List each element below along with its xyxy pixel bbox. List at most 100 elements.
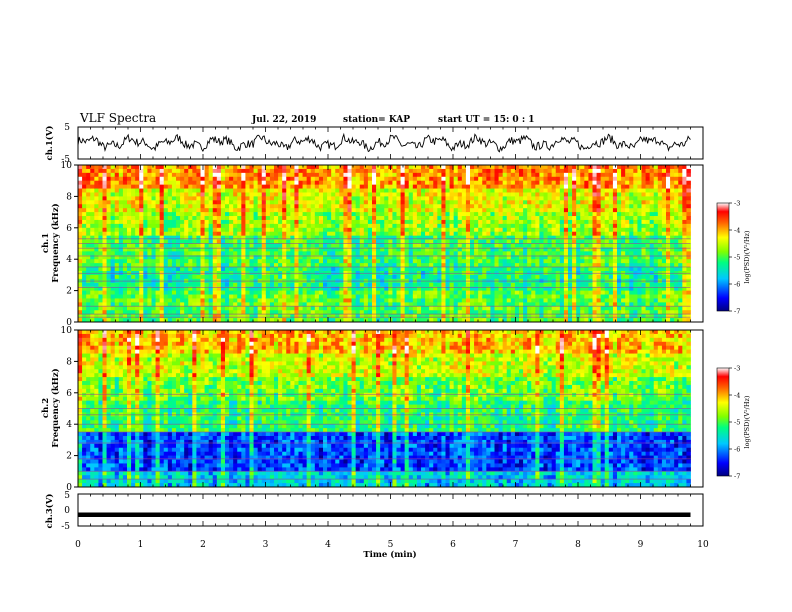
- spectrogram-cell: [421, 302, 426, 307]
- spectrogram-cell: [519, 235, 524, 240]
- spectrogram-cell: [261, 243, 267, 248]
- spectrogram-cell: [282, 267, 287, 272]
- spectrogram-cell: [445, 184, 450, 189]
- spectrogram-cell: [555, 290, 561, 295]
- spectrogram-cell: [257, 267, 263, 272]
- spectrogram-cell: [523, 286, 528, 292]
- spectrogram-cell: [535, 212, 540, 217]
- spectrogram-cell: [233, 212, 238, 217]
- spectrogram-cell: [535, 204, 540, 209]
- spectrogram-cell: [90, 165, 95, 170]
- spectrogram-cell: [363, 219, 369, 225]
- spectrogram-cell: [380, 298, 385, 303]
- spectrogram-cell: [339, 176, 344, 182]
- spectrogram-cell: [282, 200, 287, 205]
- spectrogram-cell: [359, 208, 365, 213]
- spectrogram-cell: [523, 219, 528, 225]
- spectrogram-cell: [339, 267, 344, 272]
- spectrogram-cell: [118, 196, 124, 201]
- spectrogram-cell: [470, 282, 475, 288]
- spectrogram-cell: [184, 204, 189, 209]
- spectrogram-cell: [196, 310, 201, 315]
- spectrogram-cell: [294, 314, 299, 319]
- spectrogram-cell: [94, 208, 99, 213]
- spectrogram-cell: [208, 235, 214, 240]
- spectrogram-cell: [118, 282, 124, 288]
- spectrogram-cell: [461, 251, 467, 256]
- spectrogram-cell: [245, 235, 250, 240]
- spectrogram-cell: [482, 274, 487, 280]
- spectrogram-cell: [416, 239, 422, 244]
- spectrogram-cell: [98, 306, 103, 311]
- spectrogram-cell: [269, 235, 275, 240]
- spectrogram-cell: [298, 180, 303, 186]
- spectrogram-cell: [400, 267, 406, 272]
- spectrogram-cell: [114, 168, 120, 174]
- spectrogram-cell: [298, 255, 303, 260]
- spectrogram-cell: [563, 172, 569, 178]
- spectrogram-cell: [82, 231, 87, 237]
- spectrogram-cell: [323, 168, 328, 174]
- spectrogram-cell: [184, 294, 189, 299]
- spectrogram-cell: [131, 259, 136, 264]
- spectrogram-cell: [470, 310, 475, 315]
- spectrogram-cell: [478, 188, 483, 193]
- spectrogram-cell: [531, 168, 536, 174]
- spectrogram-cell: [331, 196, 336, 201]
- spectrogram-cell: [416, 172, 422, 178]
- spectrogram-cell: [180, 318, 185, 323]
- spectrogram-cell: [506, 251, 512, 256]
- spectrogram-cell: [539, 239, 544, 244]
- spectrogram-cell: [555, 180, 561, 186]
- spectrogram-cell: [547, 267, 553, 272]
- spectrogram-cell: [237, 204, 242, 209]
- spectrogram-cell: [388, 204, 393, 209]
- spectrogram-cell: [449, 208, 455, 213]
- spectrogram-cell: [241, 310, 246, 315]
- spectrogram-cell: [445, 176, 450, 182]
- spectrogram-cell: [225, 212, 230, 217]
- spectrogram-cell: [400, 290, 406, 295]
- spectrogram-cell: [376, 204, 381, 209]
- spectrogram-cell: [294, 247, 299, 252]
- spectrogram-cell: [318, 204, 324, 209]
- spectrogram-cell: [220, 200, 226, 205]
- spectrogram-cell: [147, 168, 152, 174]
- spectrogram-cell: [441, 294, 446, 299]
- spectrogram-cell: [490, 306, 495, 311]
- spectrogram-cell: [208, 255, 214, 260]
- spectrogram-cell: [278, 208, 283, 213]
- spectrogram-cell: [416, 259, 422, 264]
- spectrogram-cell: [212, 290, 218, 295]
- spectrogram-cell: [400, 251, 406, 256]
- spectrogram-cell: [327, 282, 332, 288]
- spectrogram-cell: [139, 247, 144, 252]
- spectrogram-cell: [355, 314, 361, 319]
- spectrogram-cell: [412, 165, 418, 170]
- spectrogram-cell: [257, 231, 263, 237]
- spectrogram-cell: [400, 188, 406, 193]
- spectrogram-cell: [437, 314, 442, 319]
- spectrogram-cell: [437, 255, 442, 260]
- spectrogram-cell: [306, 227, 312, 233]
- spectrogram-cell: [245, 267, 250, 272]
- spectrogram-cell: [551, 239, 557, 244]
- spectrogram-cell: [176, 259, 181, 264]
- spectrogram-cell: [294, 204, 299, 209]
- spectrogram-cell: [453, 243, 459, 248]
- spectrogram-cell: [220, 318, 226, 323]
- spectrogram-cell: [551, 251, 557, 256]
- spectrogram-cell: [514, 239, 520, 244]
- spectrogram-cell: [290, 168, 295, 174]
- spectrogram-cell: [135, 172, 140, 178]
- spectrogram-cell: [527, 192, 532, 197]
- spectrogram-cell: [253, 223, 259, 229]
- spectrogram-cell: [474, 188, 479, 193]
- spectrogram-cell: [196, 223, 201, 229]
- spectrogram-cell: [192, 196, 197, 201]
- spectrogram-cell: [527, 172, 532, 178]
- spectrogram-cell: [470, 216, 475, 221]
- spectrogram-cell: [257, 318, 263, 323]
- spectrogram-cell: [531, 188, 536, 193]
- spectrogram-cell: [339, 188, 344, 193]
